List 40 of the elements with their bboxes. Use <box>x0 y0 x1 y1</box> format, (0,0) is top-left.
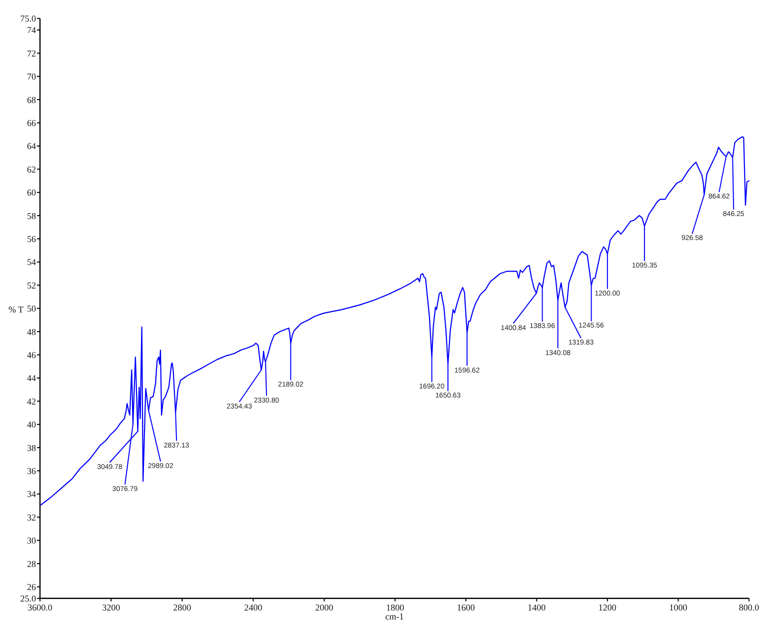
x-tick-label: 1400 <box>528 602 546 612</box>
y-tick-label: 72 <box>27 48 36 58</box>
y-tick-label: 74 <box>27 25 36 36</box>
y-tick-label: 52 <box>27 280 36 290</box>
x-tick-label: 3600.0 <box>28 602 53 612</box>
y-tick-label: 30 <box>27 536 36 546</box>
y-tick-label: 36 <box>27 466 36 476</box>
y-tick-label: 25.0 <box>20 594 36 604</box>
x-tick-label: 1600 <box>456 602 476 612</box>
y-tick-label: 75.0 <box>20 14 36 24</box>
y-axis-title: % T <box>8 304 24 314</box>
y-tick-label: 66 <box>27 118 36 128</box>
y-tick-label: 38 <box>27 442 36 453</box>
y-tick-label: 50 <box>27 304 36 314</box>
y-tick-label: 60 <box>27 188 36 198</box>
y-tick-label: 44 <box>27 373 36 384</box>
x-tick-label: 2800 <box>173 602 192 612</box>
y-tick-label: 32 <box>27 512 36 522</box>
x-tick-label: 1000 <box>669 602 688 612</box>
y-tick-label: 26 <box>27 582 36 592</box>
y-tick-label: 56 <box>27 234 36 244</box>
y-tick-label: 48 <box>27 326 36 337</box>
x-tick-label: 3200 <box>102 602 121 612</box>
y-tick-label: 28 <box>27 558 36 569</box>
y-tick-label: 46 <box>27 350 36 360</box>
y-tick-label: 58 <box>27 210 36 221</box>
x-tick-label: 2400 <box>244 602 263 612</box>
y-tick-label: 68 <box>27 94 36 105</box>
x-tick-label: 1800 <box>386 602 405 612</box>
y-tick-label: 40 <box>27 420 36 430</box>
y-tick-label: 54 <box>27 257 36 268</box>
y-tick-label: 42 <box>27 396 36 406</box>
x-tick-label: 800.0 <box>738 602 760 612</box>
x-tick-label: 2000 <box>315 602 334 612</box>
y-tick-label: 64 <box>27 141 36 152</box>
y-tick-label: 70 <box>27 72 36 82</box>
x-axis-title: cm-1 <box>385 612 404 621</box>
y-tick-label: 34 <box>27 489 36 500</box>
x-tick-label: 1200 <box>598 602 617 612</box>
y-tick-label: 62 <box>27 164 36 174</box>
